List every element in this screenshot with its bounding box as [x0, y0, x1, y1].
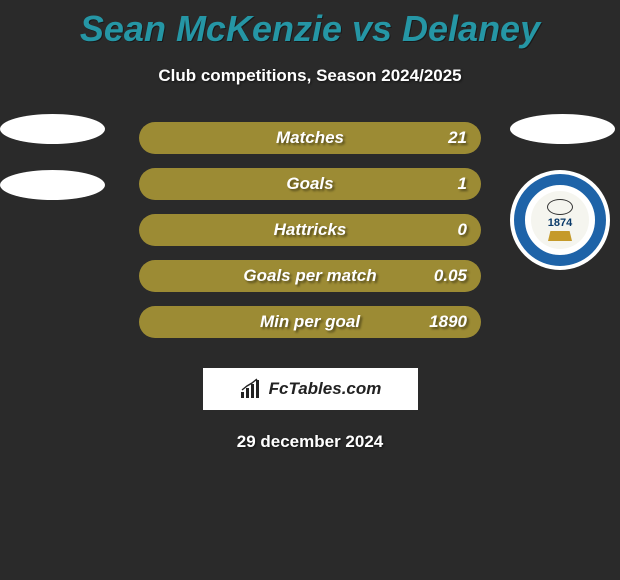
footer-date: 29 december 2024	[0, 432, 620, 452]
branding-text: FcTables.com	[269, 379, 382, 399]
stat-row-goals: Goals 1	[139, 168, 481, 200]
club-badge: 1874	[510, 170, 610, 270]
stat-value: 1890	[429, 312, 467, 332]
stats-area: 1874 Matches 21 Goals 1 Hattricks 0 Goal…	[0, 122, 620, 452]
page-title: Sean McKenzie vs Delaney	[0, 0, 620, 50]
stat-label: Goals per match	[243, 266, 376, 286]
stat-value: 0.05	[434, 266, 467, 286]
stat-row-goals-per-match: Goals per match 0.05	[139, 260, 481, 292]
club-ship-icon	[548, 231, 572, 241]
club-badge-inner: 1874	[531, 191, 589, 249]
placeholder-badge	[0, 114, 105, 144]
stat-value: 1	[458, 174, 467, 194]
stat-label: Goals	[286, 174, 333, 194]
left-badges	[0, 114, 105, 226]
club-year: 1874	[548, 217, 572, 229]
stat-row-matches: Matches 21	[139, 122, 481, 154]
placeholder-badge	[0, 170, 105, 200]
stat-rows: Matches 21 Goals 1 Hattricks 0 Goals per…	[139, 122, 481, 338]
right-badges: 1874	[510, 114, 620, 270]
subtitle: Club competitions, Season 2024/2025	[0, 66, 620, 86]
stat-value: 21	[448, 128, 467, 148]
stat-row-hattricks: Hattricks 0	[139, 214, 481, 246]
placeholder-badge	[510, 114, 615, 144]
stat-label: Matches	[276, 128, 344, 148]
club-ball-icon	[547, 199, 573, 215]
bar-chart-icon	[239, 378, 263, 400]
stat-label: Min per goal	[260, 312, 360, 332]
branding-box[interactable]: FcTables.com	[203, 368, 418, 410]
stat-row-min-per-goal: Min per goal 1890	[139, 306, 481, 338]
stat-label: Hattricks	[274, 220, 347, 240]
stat-value: 0	[458, 220, 467, 240]
